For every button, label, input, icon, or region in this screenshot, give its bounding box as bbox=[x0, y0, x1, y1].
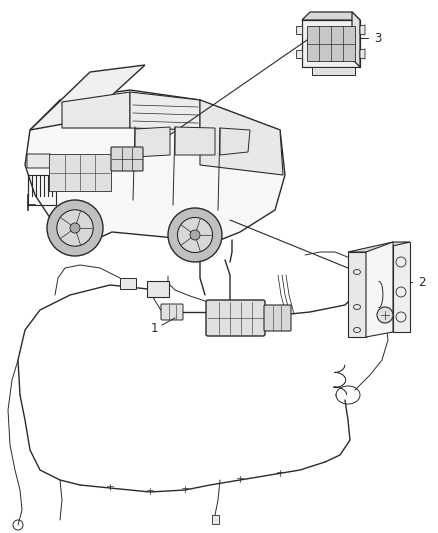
Circle shape bbox=[168, 208, 222, 262]
FancyBboxPatch shape bbox=[206, 300, 265, 336]
Polygon shape bbox=[296, 26, 302, 34]
FancyBboxPatch shape bbox=[111, 147, 143, 171]
Text: 3: 3 bbox=[374, 31, 381, 44]
Polygon shape bbox=[302, 12, 360, 20]
Polygon shape bbox=[348, 252, 366, 337]
Polygon shape bbox=[366, 242, 393, 337]
Polygon shape bbox=[307, 26, 355, 61]
FancyBboxPatch shape bbox=[264, 305, 291, 331]
Polygon shape bbox=[62, 92, 130, 128]
Polygon shape bbox=[30, 65, 145, 130]
FancyBboxPatch shape bbox=[49, 154, 111, 191]
FancyBboxPatch shape bbox=[147, 281, 169, 297]
Polygon shape bbox=[130, 92, 200, 130]
Polygon shape bbox=[296, 50, 302, 58]
Polygon shape bbox=[135, 127, 170, 157]
Circle shape bbox=[70, 223, 80, 233]
Polygon shape bbox=[360, 25, 365, 35]
Polygon shape bbox=[25, 90, 285, 245]
Polygon shape bbox=[200, 100, 283, 175]
Text: 2: 2 bbox=[418, 276, 425, 288]
Polygon shape bbox=[175, 127, 215, 155]
FancyBboxPatch shape bbox=[161, 304, 183, 320]
Circle shape bbox=[57, 210, 93, 246]
Polygon shape bbox=[312, 67, 355, 75]
FancyBboxPatch shape bbox=[27, 154, 51, 168]
Text: 1: 1 bbox=[151, 321, 158, 335]
Circle shape bbox=[190, 230, 200, 240]
Polygon shape bbox=[360, 49, 365, 59]
Polygon shape bbox=[348, 242, 410, 252]
Polygon shape bbox=[220, 128, 250, 155]
Circle shape bbox=[47, 200, 103, 256]
FancyBboxPatch shape bbox=[212, 514, 219, 523]
FancyBboxPatch shape bbox=[120, 278, 135, 288]
Circle shape bbox=[377, 307, 393, 323]
Polygon shape bbox=[393, 242, 410, 332]
Polygon shape bbox=[352, 12, 360, 67]
Circle shape bbox=[177, 217, 212, 253]
Polygon shape bbox=[302, 20, 360, 67]
